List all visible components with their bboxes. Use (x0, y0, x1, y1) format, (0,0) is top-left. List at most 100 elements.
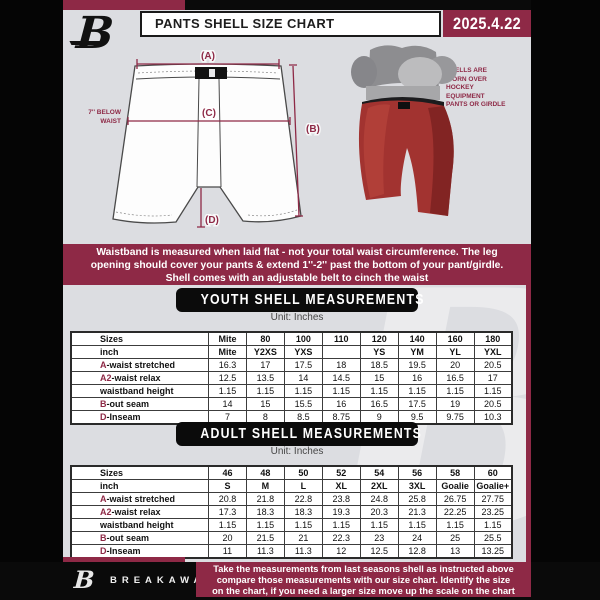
table-cell: 16 (321, 397, 361, 411)
table-cell: 19 (435, 397, 475, 411)
waistband-info-banner: Waistband is measured when laid flat - n… (63, 244, 531, 285)
table-cell: 16 (397, 371, 437, 385)
table-cell: 50 (283, 465, 323, 480)
table-cell: 13.25 (473, 544, 513, 559)
title-box: PANTS SHELL SIZE CHART (140, 11, 441, 37)
table-cell: 1.15 (359, 518, 399, 532)
measure-label-c: (C) (202, 108, 216, 119)
table-cell: 12.8 (397, 544, 437, 559)
table-row: A2-waist relax 17.3 18.3 18.3 19.3 20.3 21.3 22… (70, 505, 513, 519)
table-row: D-Inseam 11 11.3 11.3 12 12.5 12.8 13 13.25 (70, 544, 513, 559)
page-title: PANTS SHELL SIZE CHART (155, 16, 335, 31)
row-label-prefix: B (100, 399, 107, 409)
table-cell: 11 (208, 544, 247, 559)
table-cell: 21.3 (397, 505, 437, 519)
table-cell: 25 (435, 531, 475, 545)
table-cell: YXL (473, 345, 513, 359)
shell-buckle (398, 102, 410, 109)
info-line-3: Shell comes with an adjustable belt to c… (165, 273, 429, 284)
date-badge: 2025.4.22 (443, 10, 531, 37)
table-row: waistband height 1.15 1.15 1.15 1.15 1.15 1.15… (70, 384, 513, 398)
table-cell: 18.3 (245, 505, 285, 519)
adult-section-banner: ADULT SHELL MEASUREMENTS (176, 422, 421, 446)
footer-line-3: on the chart, if you need a larger size … (212, 586, 515, 596)
table-cell: Mite (208, 345, 247, 359)
below-waist-note: 7'' BELOW WAIST (88, 109, 121, 125)
table-cell: 54 (359, 465, 399, 480)
table-cell: 14.5 (321, 371, 361, 385)
measure-line-c (127, 117, 291, 125)
row-label: B-out seam (70, 397, 209, 411)
measure-label-a: (A) (201, 51, 215, 62)
table-cell: 23.25 (473, 505, 513, 519)
table-cell: 12.5 (359, 544, 399, 559)
table-cell: 58 (435, 465, 475, 480)
table-cell: 11.3 (245, 544, 285, 559)
table-cell: YM (397, 345, 437, 359)
table-row: D-Inseam 7 8 8.5 8.75 9 9.5 9.75 10.3 (70, 410, 513, 425)
table-cell: 16.3 (208, 358, 247, 372)
table-cell: 21.8 (245, 492, 285, 506)
table-cell: Y2XS (245, 345, 285, 359)
table-cell: 13 (435, 544, 475, 559)
table-cell: YXS (283, 345, 323, 359)
table-cell: M (245, 479, 285, 493)
table-cell: 1.15 (473, 518, 513, 532)
table-cell: 52 (321, 465, 361, 480)
table-cell: 25.8 (397, 492, 437, 506)
table-cell: 1.15 (321, 384, 361, 398)
table-cell: 56 (397, 465, 437, 480)
row-label-prefix: D (100, 412, 107, 422)
fly-seams (196, 78, 222, 188)
table-cell: L (283, 479, 323, 493)
youth-section-banner: YOUTH SHELL MEASUREMENTS (176, 288, 423, 312)
table-cell: 140 (397, 331, 437, 346)
shell-highlight (363, 104, 390, 198)
table-cell: 1.15 (435, 384, 475, 398)
row-label: A-waist stretched (70, 492, 209, 506)
info-line-2: opening should cover your pants & extend… (90, 260, 504, 271)
row-label: A2-waist relax (70, 505, 209, 519)
footer-line-2: compare those measurements with our size… (216, 575, 511, 585)
row-label: B-out seam (70, 531, 209, 545)
table-cell: 110 (321, 331, 361, 346)
adult-unit-label: Unit: Inches (270, 446, 324, 457)
table-cell: 1.15 (245, 384, 285, 398)
table-cell: 15 (245, 397, 285, 411)
table-cell: 60 (473, 465, 513, 480)
measure-line-d (197, 188, 205, 228)
table-cell: S (208, 479, 247, 493)
table-cell: 46 (208, 465, 247, 480)
table-cell: 17 (473, 371, 513, 385)
top-accent-strip-black (185, 0, 531, 10)
row-label-prefix: A (100, 494, 107, 504)
table-row: A-waist stretched 16.3 17 17.5 18 18.5 19.5 20 2… (70, 358, 513, 372)
row-label-prefix: A2 (100, 373, 112, 383)
table-cell: 20.5 (473, 397, 513, 411)
table-cell: 1.15 (435, 518, 475, 532)
table-cell: 1.15 (208, 518, 247, 532)
table-cell: 16.5 (359, 397, 399, 411)
youth-unit-label: Unit: Inches (270, 312, 324, 323)
table-cell: XL (321, 479, 361, 493)
belt-buckle-notch (209, 69, 215, 77)
youth-measurements-table: Sizes Mite 80 100 110 120 140 160 180 inch Mite Y2X… (70, 331, 513, 425)
table-row: Sizes 46 48 50 52 54 56 58 60 (70, 465, 513, 480)
table-cell: 1.15 (473, 384, 513, 398)
table-cell: 48 (245, 465, 285, 480)
table-cell: YS (359, 345, 399, 359)
table-cell: 26.75 (435, 492, 475, 506)
table-cell: 17.5 (397, 397, 437, 411)
table-cell: 120 (359, 331, 399, 346)
table-cell: 17.3 (208, 505, 247, 519)
row-label-prefix: B (100, 533, 107, 543)
table-cell: 24.8 (359, 492, 399, 506)
table-cell: 1.15 (245, 518, 285, 532)
table-cell: 11.3 (283, 544, 323, 559)
table-cell: 20.3 (359, 505, 399, 519)
measure-label-d: (D) (205, 215, 219, 226)
table-cell: 19.5 (397, 358, 437, 372)
table-cell: 21.5 (245, 531, 285, 545)
adult-measurements-table: Sizes 46 48 50 52 54 56 58 60 inch S M L XL 2XL 3XL Goal… (70, 465, 513, 559)
